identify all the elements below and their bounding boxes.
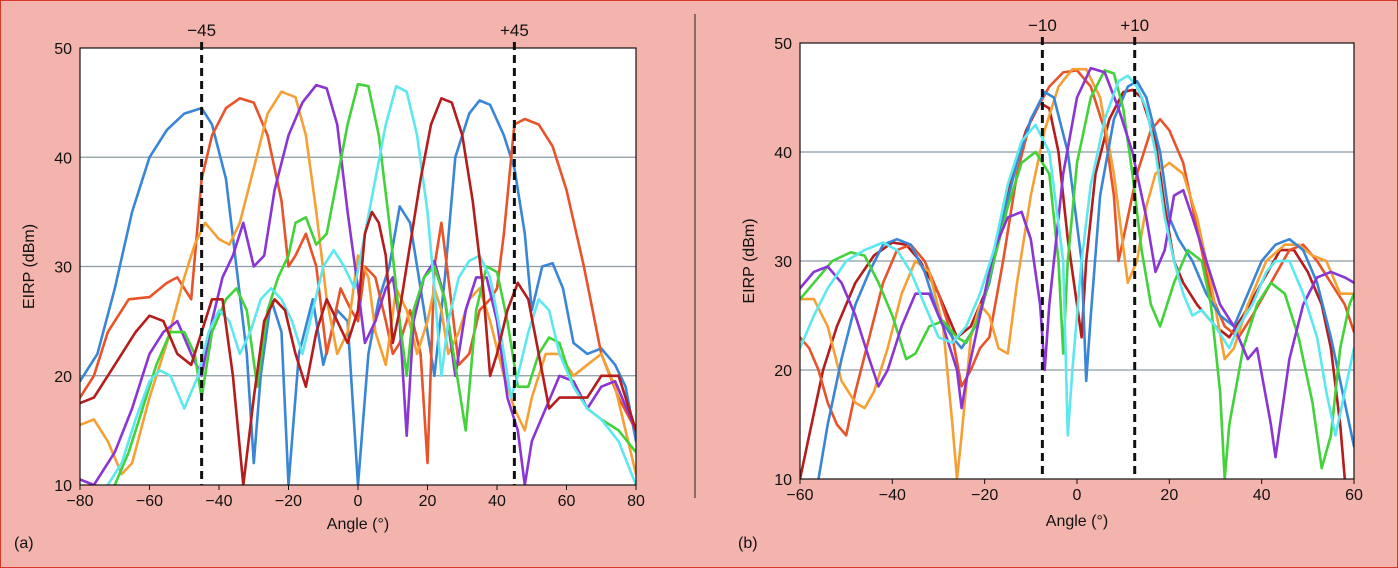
y-axis-label: EIRP (dBm)	[21, 224, 38, 309]
series-line-5	[112, 82, 636, 485]
y-tick-label: 30	[774, 254, 792, 271]
panel-label: (a)	[14, 535, 34, 552]
x-tick-label: 40	[488, 493, 506, 510]
y-tick-label: 20	[774, 363, 792, 380]
chart-panel-b: −10 +10 −60 −40 −20 0 20 40 60 10 20 30 40 50 Angle (°…	[738, 16, 1363, 552]
x-tick-label: −60	[136, 493, 163, 510]
y-tick-label: 10	[54, 478, 72, 495]
x-tick-label: −20	[971, 487, 998, 504]
y-tick-label: 30	[54, 260, 72, 277]
y-tick-label: 10	[774, 472, 792, 489]
series-line-7	[80, 97, 636, 485]
x-tick-label: 0	[354, 493, 363, 510]
y-tick-label: 40	[54, 150, 72, 167]
series-line-4	[80, 83, 636, 485]
marker-label: −45	[187, 21, 216, 40]
panel-label: (b)	[738, 535, 758, 552]
x-tick-label: −60	[786, 487, 813, 504]
y-tick-label: 50	[774, 36, 792, 53]
series-group	[800, 66, 1354, 479]
y-tick-label: 20	[54, 369, 72, 386]
marker-label: −10	[1028, 16, 1057, 35]
x-tick-label: 20	[419, 493, 437, 510]
x-tick-label: 60	[558, 493, 576, 510]
x-axis-label: Angle (°)	[1046, 513, 1108, 530]
x-tick-label: 40	[1253, 487, 1271, 504]
chart-panel-a: −45 +45 −80 −60 −40 −20 0 20 40 60 80 10 20 30 40 50 Ang…	[14, 21, 645, 552]
marker-label: +45	[500, 21, 529, 40]
x-tick-label: 0	[1073, 487, 1082, 504]
x-tick-label: −80	[66, 493, 93, 510]
series-line-5	[800, 69, 1354, 479]
series-group	[80, 82, 636, 485]
series-line-4	[817, 79, 1354, 479]
x-tick-label: 20	[1160, 487, 1178, 504]
series-line-6	[800, 66, 1354, 459]
marker-label: +10	[1120, 16, 1149, 35]
series-line-7	[800, 74, 1354, 437]
y-axis-label: EIRP (dBm)	[741, 218, 758, 303]
x-tick-label: −40	[879, 487, 906, 504]
x-axis-label: Angle (°)	[327, 516, 389, 533]
y-tick-label: 40	[774, 145, 792, 162]
x-tick-label: −40	[205, 493, 232, 510]
x-tick-label: 80	[627, 493, 645, 510]
series-line-3	[80, 90, 636, 476]
y-tick-label: 50	[54, 41, 72, 58]
x-tick-label: −20	[275, 493, 302, 510]
x-tick-label: 60	[1345, 487, 1363, 504]
